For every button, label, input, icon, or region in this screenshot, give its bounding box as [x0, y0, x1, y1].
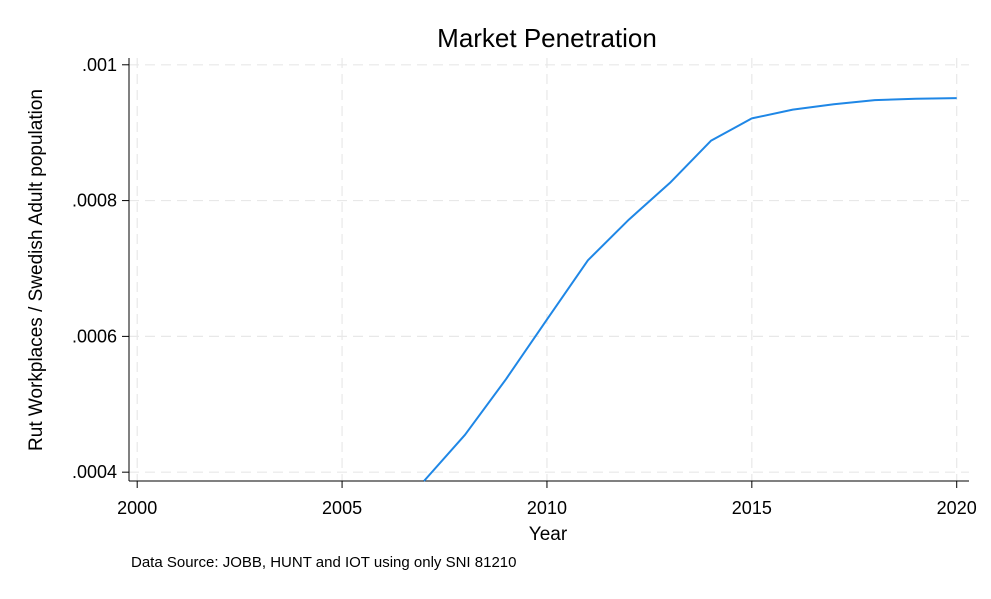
x-tick-label: 2000 — [117, 498, 157, 518]
x-tick-label: 2010 — [527, 498, 567, 518]
chart-title: Market Penetration — [437, 23, 657, 53]
x-axis-label: Year — [529, 524, 568, 545]
data-source-note: Data Source: JOBB, HUNT and IOT using on… — [131, 554, 516, 571]
y-tick-label: .0006 — [72, 326, 117, 346]
y-tick-label: .0008 — [72, 191, 117, 211]
grid — [129, 58, 969, 481]
series-line — [423, 97, 957, 482]
series-layer — [423, 97, 957, 482]
y-tick-label: .0004 — [72, 462, 117, 482]
axes — [128, 58, 969, 482]
y-axis-label: Rut Workplaces / Swedish Adult populatio… — [26, 89, 47, 451]
ticks: .0004 .0006 .0008 .001 2000 2005 2010 2015 2020 — [72, 55, 977, 518]
x-tick-label: 2015 — [732, 498, 772, 518]
y-tick-label: .001 — [82, 55, 117, 75]
x-tick-label: 2005 — [322, 498, 362, 518]
x-tick-label: 2020 — [937, 498, 977, 518]
